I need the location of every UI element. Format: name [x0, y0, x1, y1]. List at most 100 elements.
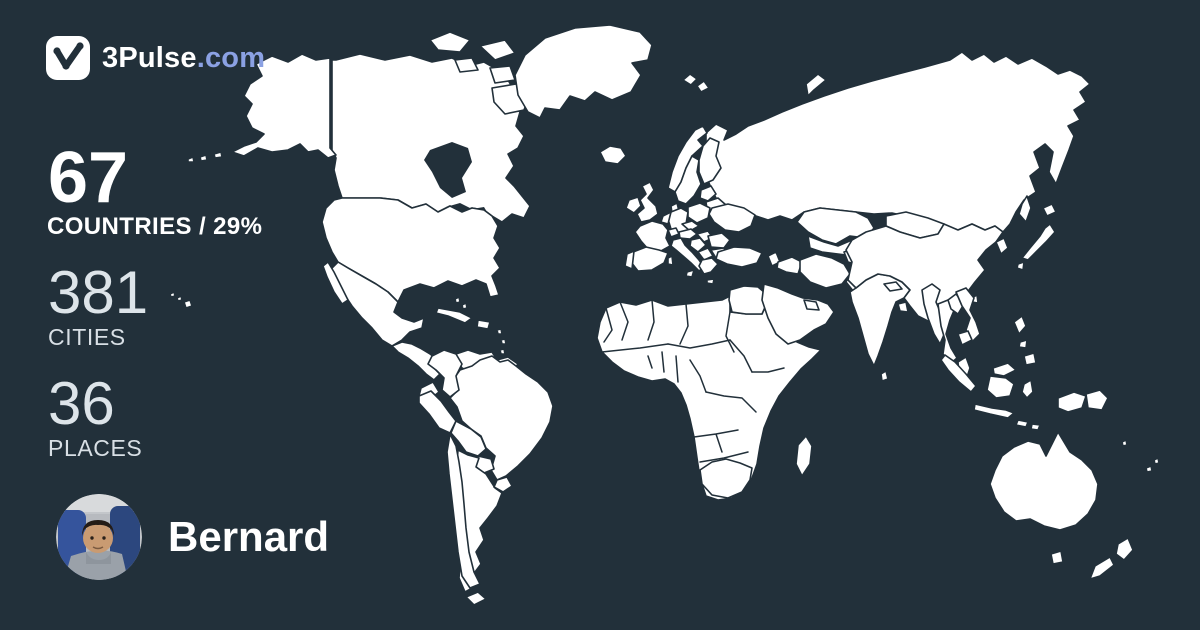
country-alaska — [231, 53, 337, 159]
sardinia — [667, 255, 674, 266]
west-papua — [1057, 391, 1087, 413]
malaysia-borneo — [992, 362, 1017, 377]
country-madagascar — [795, 435, 813, 477]
hudson-bay — [424, 142, 472, 198]
benelux — [660, 211, 672, 225]
indonesia-sumatra — [940, 354, 977, 393]
country-greenland — [514, 24, 653, 119]
arctic-islands — [454, 57, 479, 73]
logo-wordmark: 3Pulse.com — [102, 42, 265, 75]
lesser-sunda-islands — [1030, 423, 1041, 431]
aleutian-islands — [187, 156, 195, 163]
africa-borders — [751, 367, 785, 373]
country-spain — [630, 246, 669, 272]
baltic-states — [699, 185, 717, 202]
hispaniola — [476, 319, 491, 330]
lesser-antilles — [496, 328, 503, 335]
country-czechia — [681, 220, 700, 232]
country-australia — [989, 431, 1099, 531]
africa-borders — [667, 339, 731, 349]
country-poland — [687, 202, 711, 224]
country-greece — [698, 257, 719, 275]
bahamas — [461, 302, 468, 310]
sicily — [685, 269, 695, 278]
country-japan — [1021, 223, 1056, 261]
country-sri-lanka — [880, 370, 889, 382]
aleutian-islands — [199, 154, 208, 162]
country-japan — [1016, 261, 1025, 271]
logo-brand: 3Pulse — [102, 41, 197, 74]
africa-borders — [601, 343, 669, 353]
country-cambodia — [957, 330, 973, 346]
country-iraq — [776, 256, 803, 275]
arctic-islands — [429, 31, 471, 53]
pacific-islands — [1121, 439, 1128, 447]
country-turkey — [715, 246, 763, 268]
svalbard — [682, 73, 698, 86]
balkans — [697, 247, 714, 261]
indonesia-sulawesi — [1021, 379, 1034, 399]
country-japan — [1042, 203, 1057, 217]
country-brazil — [449, 355, 554, 481]
africa-borders — [699, 451, 749, 463]
country-bangladesh — [897, 301, 909, 313]
arctic-islands — [479, 39, 516, 61]
country-romania — [707, 232, 731, 249]
country-egypt — [728, 285, 767, 315]
new-zealand-south — [1089, 556, 1115, 580]
country-cuba — [435, 307, 473, 324]
papua-new-guinea — [1085, 389, 1109, 411]
country-chile — [446, 433, 481, 589]
africa-borders — [689, 359, 707, 393]
country-portugal — [624, 250, 635, 270]
country-vietnam — [955, 287, 981, 343]
country-ukraine — [708, 203, 756, 233]
crete — [706, 278, 715, 285]
tierra-del-fuego — [465, 591, 487, 606]
lesser-antilles — [499, 348, 506, 355]
country-france — [634, 220, 671, 252]
africa-borders — [603, 307, 613, 343]
africa-borders — [619, 301, 629, 341]
africa-borders — [693, 429, 739, 453]
country-ireland — [625, 196, 642, 214]
country-uk — [636, 181, 659, 223]
baja-california — [322, 261, 349, 305]
pacific-islands — [1145, 465, 1153, 473]
country-novaya-zemlya — [805, 73, 827, 97]
indonesia-borneo — [986, 375, 1015, 399]
pacific-islands — [1153, 457, 1160, 465]
aleutian-islands — [213, 151, 223, 159]
logo[interactable]: 3Pulse.com — [46, 36, 265, 80]
arctic-islands — [489, 65, 516, 84]
tasmania — [1050, 550, 1064, 565]
country-uruguay — [493, 476, 513, 493]
svalbard — [696, 80, 710, 93]
new-zealand-north — [1115, 537, 1134, 561]
country-south-africa — [699, 458, 753, 499]
africa-borders — [647, 299, 655, 341]
country-austria — [678, 228, 698, 240]
country-iran — [799, 253, 851, 289]
africa-borders — [647, 351, 679, 383]
country-iceland — [599, 145, 627, 165]
africa-borders — [725, 311, 735, 353]
country-sweden — [674, 155, 702, 205]
indonesia-java — [973, 403, 1015, 419]
bahamas — [454, 296, 461, 304]
africa-borders — [729, 339, 753, 373]
country-china — [845, 223, 1004, 323]
country-sakhalin — [1018, 195, 1032, 223]
hawaii-islands — [183, 299, 193, 309]
korean-peninsula — [995, 237, 1009, 255]
africa-borders — [679, 303, 689, 345]
logo-mark — [46, 36, 90, 80]
hawaii-islands — [176, 295, 183, 302]
lesser-sunda-islands — [1015, 419, 1029, 428]
country-uae — [803, 299, 820, 311]
country-russia — [701, 51, 1091, 233]
africa-borders — [705, 391, 757, 413]
lesser-antilles — [500, 338, 507, 345]
